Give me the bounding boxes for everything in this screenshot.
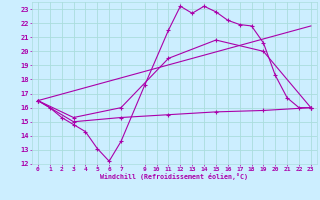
X-axis label: Windchill (Refroidissement éolien,°C): Windchill (Refroidissement éolien,°C) [100, 173, 248, 180]
